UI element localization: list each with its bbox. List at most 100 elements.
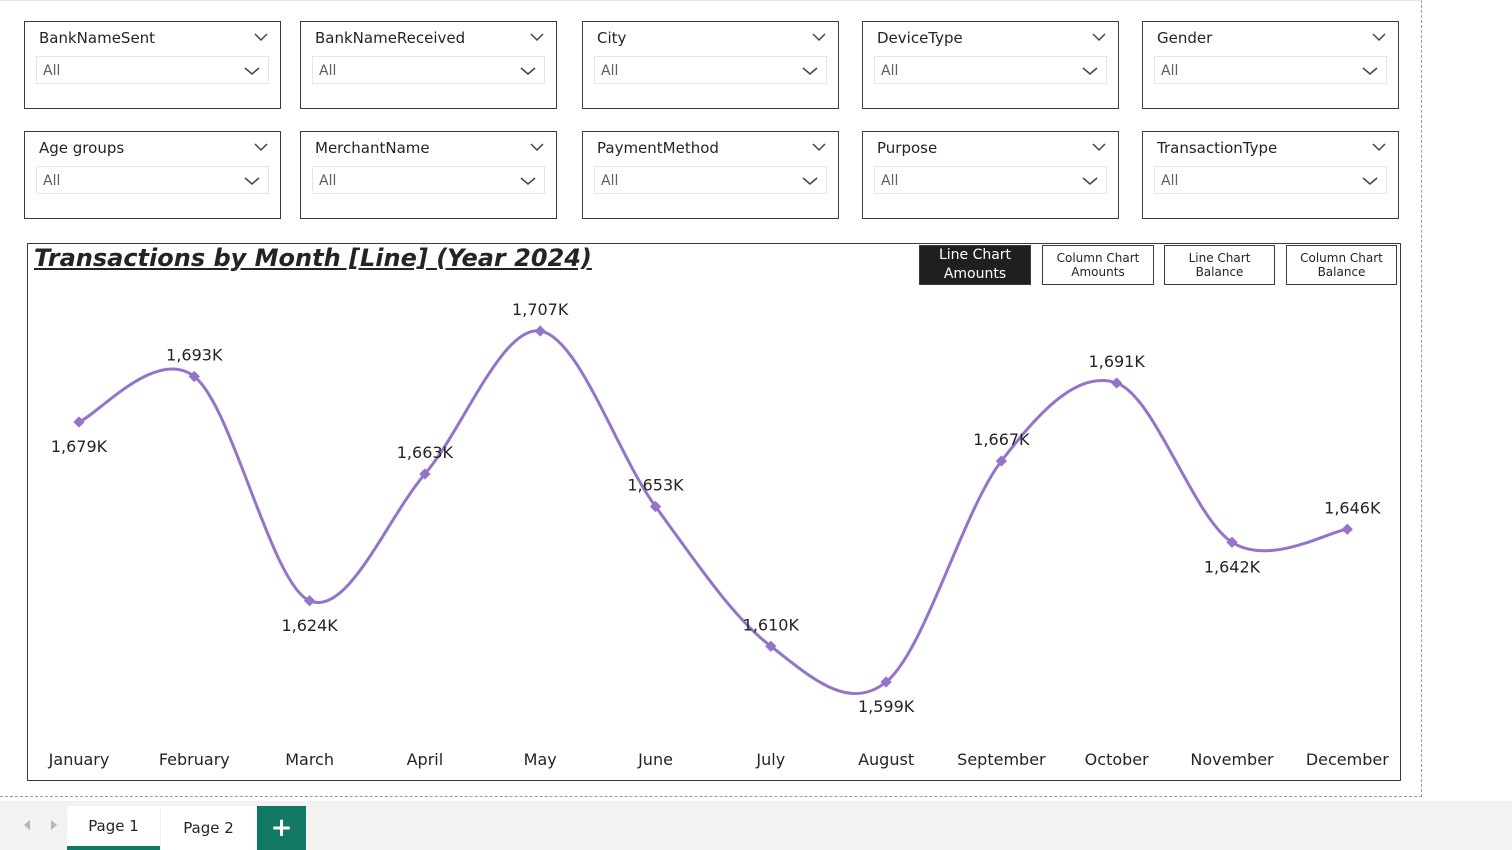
slicer-title: MerchantName [315,139,430,157]
data-point[interactable] [73,416,85,428]
chevron-down-icon [244,177,260,185]
tab-page-1[interactable]: Page 1 [67,806,160,850]
slicer-value: All [1161,173,1179,189]
x-tick-label: February [159,750,230,769]
slicer-dropdown[interactable]: All [874,56,1107,84]
chevron-down-icon [802,67,818,75]
data-label: 1,667K [973,430,1030,449]
data-point[interactable] [1226,536,1238,548]
chevron-down-icon[interactable] [254,142,268,152]
chevron-down-icon[interactable] [530,32,544,42]
slicer-bank-name-received[interactable]: BankNameReceived All [300,21,557,109]
x-tick-label: June [637,750,673,769]
x-tick-label: May [524,750,557,769]
data-label: 1,646K [1324,498,1381,517]
chevron-down-icon [802,177,818,185]
add-page-button[interactable]: + [257,806,306,850]
slicer-dropdown[interactable]: All [594,56,827,84]
slicer-bank-name-sent[interactable]: BankNameSent All [24,21,281,109]
chevron-down-icon[interactable] [812,142,826,152]
data-label: 1,642K [1204,557,1261,576]
slicer-dropdown[interactable]: All [312,166,545,194]
slicer-purpose[interactable]: Purpose All [862,131,1119,219]
chevron-down-icon[interactable] [1372,142,1386,152]
slicer-title: DeviceType [877,29,963,47]
slicer-dropdown[interactable]: All [312,56,545,84]
tab-page-2[interactable]: Page 2 [161,806,256,850]
chevron-down-icon[interactable] [812,32,826,42]
transactions-line-chart: 1,679K January 1,693K February 1,624K March 1,… [27,243,1401,781]
slicer-title: City [597,29,627,47]
slicer-dropdown[interactable]: All [874,166,1107,194]
data-label: 1,707K [512,300,569,319]
slicer-title: Age groups [39,139,125,157]
slicer-title: BankNameSent [39,29,156,47]
tab-label: Page 2 [183,819,234,837]
chevron-down-icon [520,67,536,75]
slicer-value: All [1161,63,1179,79]
chevron-down-icon [1362,67,1378,75]
slicer-title: Gender [1157,29,1213,47]
slicer-title: BankNameReceived [315,29,466,47]
data-label: 1,691K [1089,352,1146,371]
line-chart-balance-button[interactable]: Line Chart Balance [1164,245,1275,285]
x-tick-label: October [1085,750,1149,769]
slicer-device-type[interactable]: DeviceType All [862,21,1119,109]
data-point[interactable] [303,595,316,607]
data-point[interactable] [995,455,1008,467]
chevron-down-icon [244,67,260,75]
chevron-down-icon [1082,67,1098,75]
slicer-dropdown[interactable]: All [1154,166,1387,194]
slicer-value: All [601,63,619,79]
slicer-value: All [319,63,337,79]
data-point[interactable] [534,325,546,337]
line-chart-amounts-button[interactable]: Line Chart Amounts [919,245,1031,285]
data-point[interactable] [188,370,200,383]
chevron-down-icon[interactable] [530,142,544,152]
chevron-down-icon[interactable] [1092,142,1106,152]
data-point[interactable] [765,640,777,652]
data-label: 1,663K [397,443,454,462]
data-label: 1,653K [627,476,684,495]
line-chart-svg: 1,679K January 1,693K February 1,624K March 1,… [48,300,1390,769]
chevron-down-icon[interactable] [1092,32,1106,42]
slicer-title: TransactionType [1157,139,1278,157]
slicer-gender[interactable]: Gender All [1142,21,1399,109]
data-point[interactable] [880,676,892,688]
data-point[interactable] [1341,523,1353,535]
data-label: 1,599K [858,697,915,716]
slicer-dropdown[interactable]: All [36,56,269,84]
chart-title: Transactions by Month [Line] (Year 2024) [34,244,592,272]
slicer-title: Purpose [877,139,938,157]
data-label: 1,610K [743,615,800,634]
page-tabs-bar: Page 1 Page 2 + [0,801,1512,850]
data-point[interactable] [1111,377,1123,389]
chevron-left-icon[interactable] [22,819,32,831]
chevron-down-icon[interactable] [1372,32,1386,42]
slicer-title: PaymentMethod [597,139,719,157]
slicer-payment-method[interactable]: PaymentMethod All [582,131,839,219]
slicer-age-groups[interactable]: Age groups All [24,131,281,219]
series-line [78,329,1348,695]
slicer-dropdown[interactable]: All [1154,56,1387,84]
column-chart-balance-button[interactable]: Column Chart Balance [1286,245,1397,285]
data-point[interactable] [649,500,662,513]
slicer-merchant-name[interactable]: MerchantName All [300,131,557,219]
slicer-transaction-type[interactable]: TransactionType All [1142,131,1399,219]
chevron-right-icon[interactable] [49,819,59,831]
slicer-value: All [43,63,61,79]
slicer-value: All [43,173,61,189]
slicer-value: All [319,173,337,189]
x-tick-label: November [1190,750,1274,769]
plus-icon: + [270,813,293,843]
x-tick-label: September [957,750,1046,769]
chevron-down-icon[interactable] [254,32,268,42]
slicer-city[interactable]: City All [582,21,839,109]
column-chart-amounts-button[interactable]: Column Chart Amounts [1042,245,1154,285]
data-point[interactable] [419,468,431,480]
slicer-dropdown[interactable]: All [594,166,827,194]
tab-label: Page 1 [88,817,139,835]
slicer-value: All [881,173,899,189]
slicer-value: All [601,173,619,189]
slicer-dropdown[interactable]: All [36,166,269,194]
